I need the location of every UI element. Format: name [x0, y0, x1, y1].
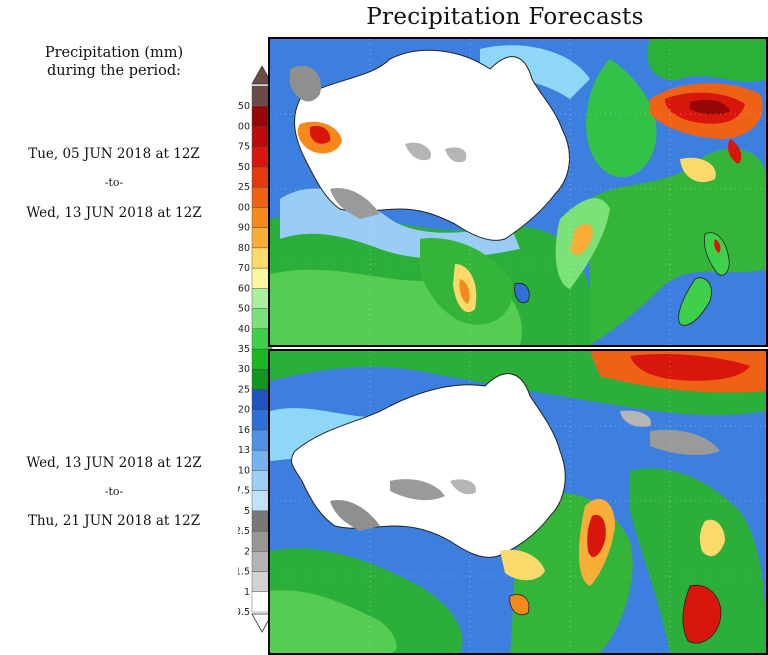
colorbar-tick-label: 1 [244, 587, 250, 598]
subtitle-line-2: during the period: [46, 63, 182, 79]
colorbar-tick-label: 50 [238, 304, 250, 315]
period-2-to: -to- [104, 485, 124, 498]
colorbar-tick-label: 90 [238, 223, 250, 234]
colorbar-tick-label: 200 [238, 121, 250, 132]
colorbar-tick-label: 30 [238, 364, 250, 375]
colorbar-tick-label: 125 [238, 182, 250, 193]
colorbar-tick-label: 250 [238, 101, 250, 112]
colorbar-cells [251, 85, 273, 613]
colorbar-tick-label: 80 [238, 243, 250, 254]
colorbar-tick-label: 20 [238, 405, 250, 416]
period-1-start: Tue, 05 JUN 2018 at 12Z [28, 146, 200, 162]
colorbar-tick-label: 25 [238, 384, 250, 395]
colorbar-tick-label: 5 [244, 506, 250, 517]
colorbar-tick-label: 0.5 [238, 607, 250, 618]
colorbar-tick-label: 35 [238, 344, 250, 355]
colorbar-tick-label: 10 [238, 465, 250, 476]
colorbar-tick-label: 1.5 [238, 567, 250, 578]
period-2-start: Wed, 13 JUN 2018 at 12Z [26, 455, 202, 471]
colorbar-tick-label: 40 [238, 324, 250, 335]
colorbar-tick-label: 7.5 [238, 486, 250, 497]
triangle-down-icon [251, 613, 273, 633]
colorbar-tick-label: 16 [238, 425, 250, 436]
colorbar-tick-label: 13 [238, 445, 250, 456]
colorbar-tick-label: 60 [238, 283, 250, 294]
forecast-map-period-1 [268, 37, 768, 347]
colorbar-tick-label: 150 [238, 162, 250, 173]
colorbar-labels: 0.5 1 1.5 2 2.5 5 7.5 10 13 16 20 25 30 35 40 50 60 70 80 9… [238, 101, 250, 618]
subtitle-line-1: Precipitation (mm) [44, 45, 184, 61]
legend-subtitle: Precipitation (mm) during the period: [0, 44, 228, 80]
page-title: Precipitation Forecasts [366, 4, 644, 30]
period-1-to: -to- [104, 176, 124, 189]
period-2-end: Thu, 21 JUN 2018 at 12Z [27, 513, 201, 529]
forecast-map-period-2 [268, 349, 768, 655]
colorbar-tick-label: 175 [238, 142, 250, 153]
precipitation-colorbar: 0.5 1 1.5 2 2.5 5 7.5 10 13 16 20 25 30 35 40 50 60 70 80 9… [238, 66, 273, 633]
colorbar-tick-label: 2 [244, 546, 250, 557]
colorbar-tick-label: 100 [238, 202, 250, 213]
triangle-up-icon [251, 66, 273, 85]
period-1-end: Wed, 13 JUN 2018 at 12Z [26, 205, 202, 221]
colorbar-tick-label: 70 [238, 263, 250, 274]
colorbar-tick-label: 2.5 [238, 526, 250, 537]
